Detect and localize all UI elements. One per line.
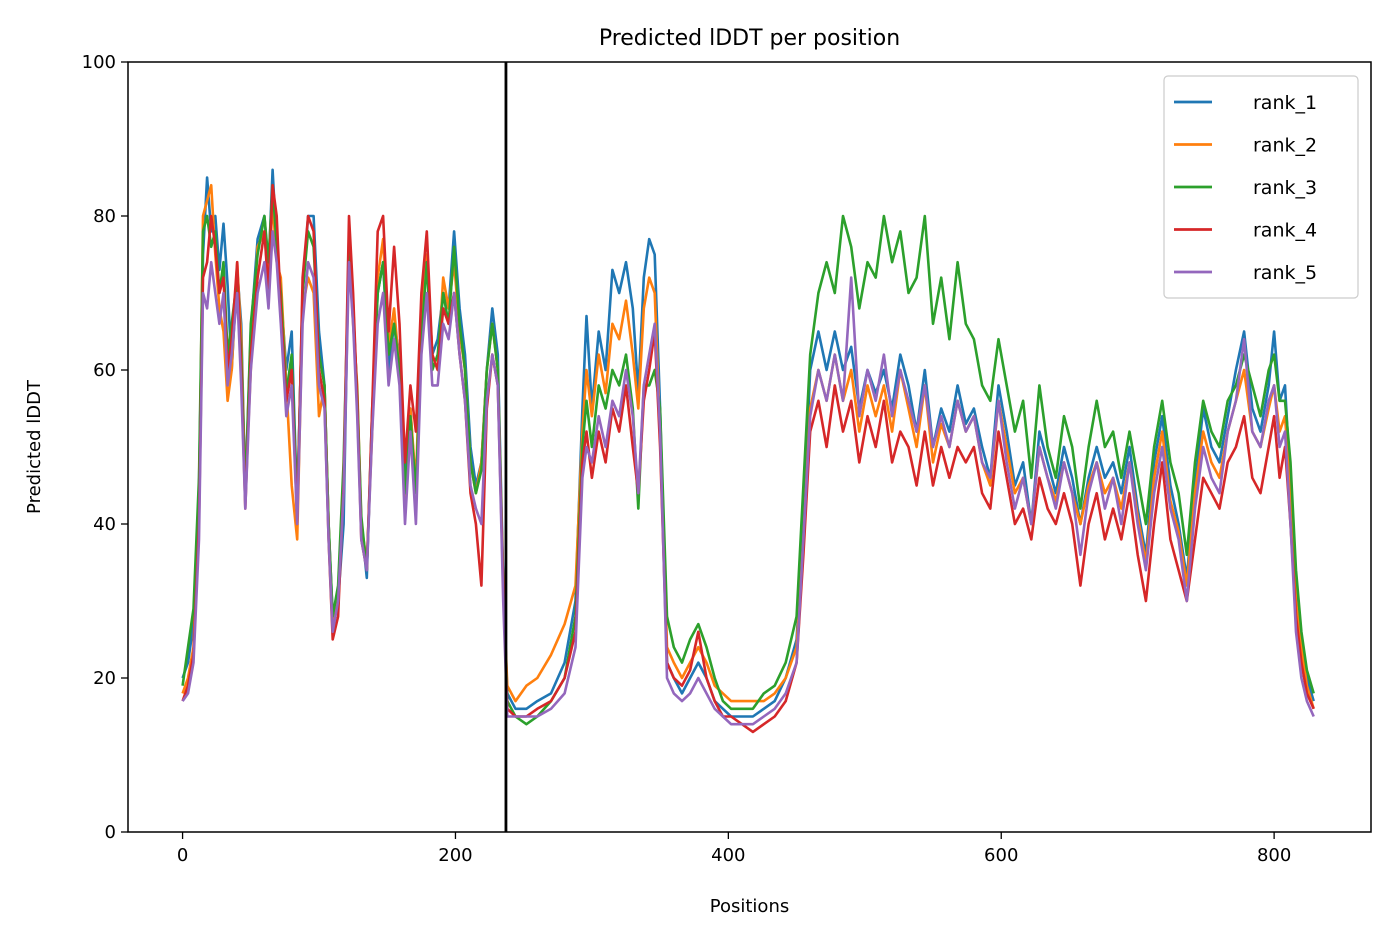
legend-label-rank_5: rank_5 bbox=[1253, 262, 1317, 284]
y-tick-label: 80 bbox=[93, 206, 116, 227]
y-tick-label: 0 bbox=[105, 822, 116, 843]
legend-box bbox=[1163, 75, 1359, 299]
legend-label-rank_1: rank_1 bbox=[1253, 92, 1317, 114]
series-line-rank_4 bbox=[181, 183, 1315, 734]
x-tick-label: 0 bbox=[177, 845, 188, 866]
y-tick-label: 100 bbox=[82, 52, 116, 73]
y-axis-label: Predicted lDDT bbox=[24, 379, 45, 514]
x-tick-label: 800 bbox=[1257, 845, 1291, 866]
legend-label-rank_2: rank_2 bbox=[1253, 135, 1317, 157]
x-axis-label: Positions bbox=[710, 896, 789, 917]
ticks-layer: 0 200 400 600 800 0 20 40 60 80 100 bbox=[82, 52, 1292, 866]
x-tick-label: 200 bbox=[438, 845, 472, 866]
series-layer bbox=[181, 168, 1315, 734]
plot-area-frame bbox=[127, 61, 1372, 833]
legend-label-rank_4: rank_4 bbox=[1253, 220, 1317, 242]
x-tick-label: 400 bbox=[711, 845, 745, 866]
series-line-rank_5 bbox=[181, 230, 1315, 726]
y-tick-label: 20 bbox=[93, 668, 116, 689]
y-tick-label: 40 bbox=[93, 514, 116, 535]
y-tick-label: 60 bbox=[93, 360, 116, 381]
legend-label-rank_3: rank_3 bbox=[1253, 177, 1317, 199]
chart-title: Predicted lDDT per position bbox=[599, 26, 900, 51]
legend: rank_1 rank_2 rank_3 rank_4 rank_5 bbox=[1163, 75, 1359, 299]
x-tick-label: 600 bbox=[984, 845, 1018, 866]
